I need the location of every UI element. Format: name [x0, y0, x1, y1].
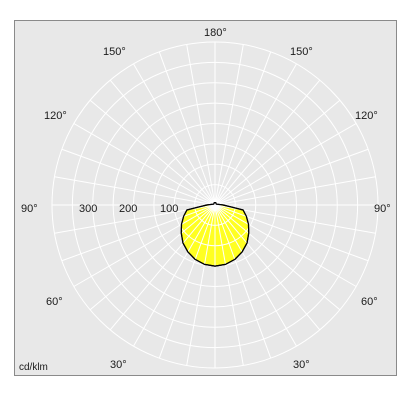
curve-layer [180, 202, 250, 267]
grid-spoke [186, 44, 216, 206]
unit-label: cd/klm [19, 362, 48, 373]
grid-spoke-overlay [214, 204, 249, 267]
grid-spoke-overlay [181, 204, 216, 267]
grid-spoke [214, 51, 272, 206]
angle-label-90-right: 90° [374, 203, 391, 215]
grid-spoke-overlay [214, 204, 249, 267]
grid-spoke [61, 148, 216, 206]
grid-spoke [214, 148, 369, 206]
radial-tick-200: 200 [119, 203, 137, 215]
angle-label-30-right: 30° [293, 359, 310, 371]
intensity-curve-outline [180, 202, 250, 267]
grid-spoke [73, 123, 216, 206]
angle-label-60-left: 60° [46, 296, 63, 308]
angle-label-60-right: 60° [361, 296, 378, 308]
polar-chart-panel: 180° 150° 150° 120° 120° 90° 90° 60° 60°… [14, 20, 397, 376]
grid-spoke-overlay [214, 204, 244, 267]
grid-spoke [214, 44, 244, 206]
angle-label-180: 180° [204, 27, 227, 39]
angle-label-150-left: 150° [103, 46, 126, 58]
grid-spoke-overlay [181, 204, 216, 267]
grid-spoke [89, 99, 216, 206]
grid-spoke-overlay [214, 204, 249, 262]
grid-spoke-overlay [186, 204, 216, 267]
grid-spoke [158, 51, 216, 206]
grid-spoke [109, 79, 216, 206]
angle-label-150-right: 150° [290, 46, 313, 58]
grid-spoke-overlay [214, 204, 249, 267]
grid-spoke [54, 176, 216, 206]
grid-spoke [214, 63, 297, 206]
grid-spoke [214, 99, 341, 206]
polar-chart: 180° 150° 150° 120° 120° 90° 90° 60° 60°… [21, 27, 391, 371]
grid-spoke-overlay [181, 204, 216, 267]
radial-tick-labels: 300 200 100 [79, 203, 178, 215]
grid-spoke [214, 79, 321, 206]
grid-spoke-overlay [181, 204, 216, 267]
angle-label-90-left: 90° [21, 203, 38, 215]
angle-labels: 180° 150° 150° 120° 120° 90° 90° 60° 60°… [21, 27, 391, 371]
grid-spoke [214, 123, 357, 206]
angle-label-120-left: 120° [44, 110, 67, 122]
grid-spoke-overlay [214, 204, 249, 267]
grid-spoke-overlay [181, 204, 216, 267]
grid-spoke [214, 176, 376, 206]
grid-spoke-overlay [214, 204, 249, 267]
angle-label-30-left: 30° [110, 359, 127, 371]
angle-label-120-right: 120° [355, 110, 378, 122]
radial-tick-100: 100 [160, 203, 178, 215]
radial-tick-300: 300 [79, 203, 97, 215]
grid-spoke [133, 63, 216, 206]
grid-spoke-overlay [181, 204, 216, 262]
